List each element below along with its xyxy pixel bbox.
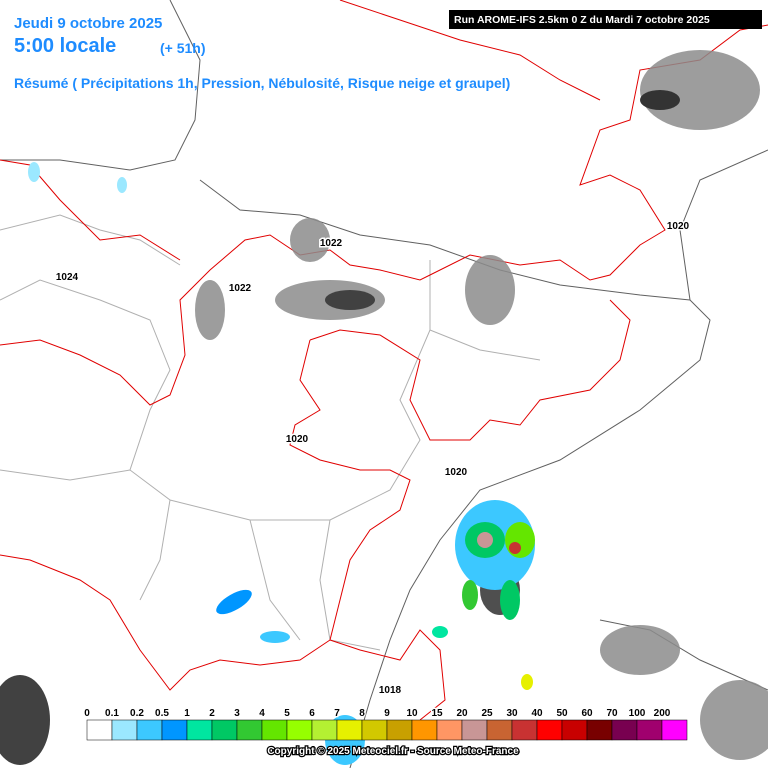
border	[309, 299, 631, 441]
coastline	[199, 179, 691, 301]
legend-swatch	[186, 719, 213, 741]
legend-swatch	[486, 719, 513, 741]
legend-label: 0.5	[155, 708, 169, 719]
legend-swatch	[661, 719, 688, 741]
legend-label: 25	[481, 708, 493, 719]
run-box	[449, 10, 762, 29]
legend-label: 0.2	[130, 708, 144, 719]
precip	[521, 674, 533, 690]
legend-label: 1	[184, 708, 190, 719]
precip	[505, 522, 535, 558]
legend-swatch	[386, 719, 413, 741]
border	[0, 24, 768, 406]
legend-label: 10	[406, 708, 418, 719]
cloud	[465, 255, 515, 325]
legend-label: 100	[629, 708, 646, 719]
coastline	[349, 149, 768, 768]
copyright: Copyright © 2025 Meteociel.fr - Source M…	[267, 746, 519, 757]
precip	[509, 542, 521, 554]
isobar-labels: 1022 1022 1024 1020 1020 1020 1018	[54, 220, 691, 698]
legend-label: 15	[431, 708, 443, 719]
legend-swatch	[561, 719, 588, 741]
legend-label: 70	[606, 708, 618, 719]
legend-swatch	[111, 719, 138, 741]
time: 5:00 locale	[14, 35, 116, 57]
legend-label: 0.1	[105, 708, 119, 719]
precip	[117, 177, 127, 193]
isobar-label: 1020	[445, 467, 468, 478]
legend-swatch	[636, 719, 663, 741]
legend-label: 7	[334, 708, 340, 719]
isobar-label: 1020	[667, 221, 690, 232]
legend-swatch	[461, 719, 488, 741]
legend-label: 20	[456, 708, 468, 719]
legend-label: 0	[84, 708, 90, 719]
subtitle: Résumé ( Précipitations 1h, Pression, Né…	[14, 75, 510, 91]
isobar-label: 1018	[379, 685, 402, 696]
cloud	[640, 50, 760, 130]
clouds	[0, 50, 768, 765]
date: Jeudi 9 octobre 2025	[14, 15, 162, 32]
legend-swatch	[136, 719, 163, 741]
legend-label: 6	[309, 708, 315, 719]
legend-swatch	[411, 719, 438, 741]
cloud	[700, 680, 768, 760]
cloud	[0, 675, 50, 765]
border	[329, 629, 446, 721]
legend-label: 2	[209, 708, 215, 719]
isobar-label: 1022	[229, 283, 252, 294]
precip	[260, 631, 290, 643]
precip	[500, 580, 520, 620]
cloud	[640, 90, 680, 110]
legend-swatch	[261, 719, 288, 741]
legend-label: 200	[654, 708, 671, 719]
cloud	[195, 280, 225, 340]
legend-swatch	[236, 719, 263, 741]
region-border	[0, 214, 541, 651]
cloud	[290, 218, 330, 262]
legend-swatch	[361, 719, 388, 741]
legend-label: 60	[581, 708, 593, 719]
border	[0, 0, 601, 261]
precipitation	[28, 162, 535, 765]
border	[0, 339, 411, 691]
legend-swatch	[511, 719, 538, 741]
legend-label: 30	[506, 708, 518, 719]
legend-label: 9	[384, 708, 390, 719]
precip	[216, 589, 252, 615]
legend-swatch	[86, 719, 113, 741]
isobar-label: 1022	[320, 238, 343, 249]
precip	[462, 580, 478, 610]
legend-swatch	[286, 719, 313, 741]
legend-swatch	[336, 719, 363, 741]
legend-swatch	[211, 719, 238, 741]
isobar-label: 1020	[286, 434, 309, 445]
run-label: Run AROME-IFS 2.5km 0 Z du Mardi 7 octob…	[454, 14, 710, 26]
legend-label: 5	[284, 708, 290, 719]
legend-label: 50	[556, 708, 568, 719]
lead-time: (+ 51h)	[160, 40, 206, 56]
legend-swatch	[536, 719, 563, 741]
legend-label: 40	[531, 708, 543, 719]
coastline	[0, 0, 201, 171]
cloud	[325, 290, 375, 310]
legend-label: 3	[234, 708, 240, 719]
precip	[28, 162, 40, 182]
legend-label: 4	[259, 708, 265, 719]
legend-swatch	[586, 719, 613, 741]
legend-swatch	[161, 719, 188, 741]
legend-swatch	[436, 719, 463, 741]
legend-label: 8	[359, 708, 365, 719]
isobar-label: 1024	[56, 272, 79, 283]
legend: 0 0.1 0.2 0.5 1 2 3 4 5 6 7 8 9 10 15 20 25 30 40 50 60 70 100…	[83, 707, 688, 741]
cloud	[600, 625, 680, 675]
precip	[477, 532, 493, 548]
legend-swatch	[611, 719, 638, 741]
precip	[432, 626, 448, 638]
legend-swatch	[311, 719, 338, 741]
